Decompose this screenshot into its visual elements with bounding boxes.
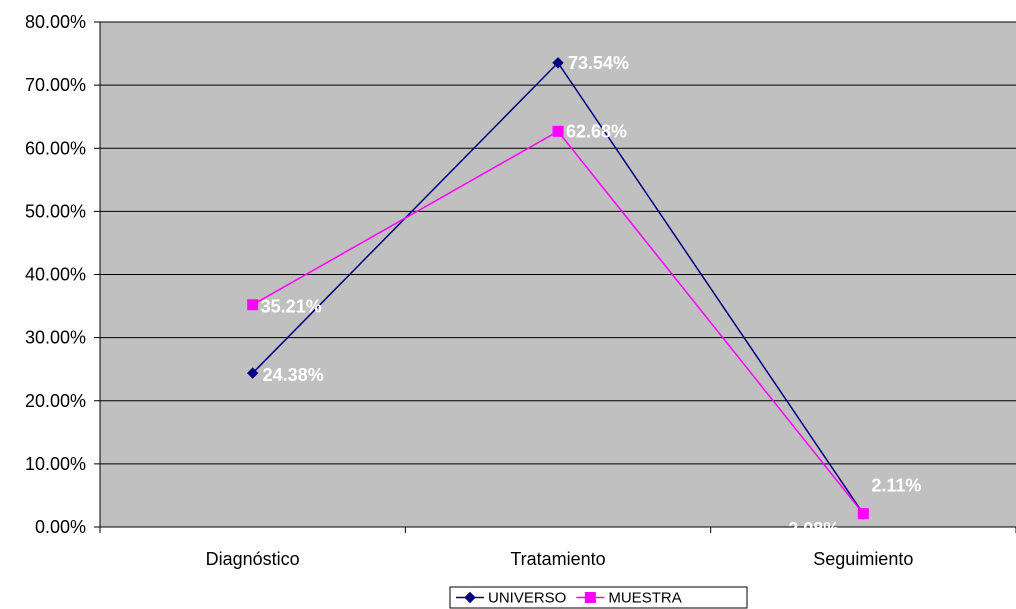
legend-label-universo: UNIVERSO	[488, 590, 566, 607]
y-tick-label: 20.00%	[25, 391, 86, 411]
y-tick-label: 70.00%	[25, 75, 86, 95]
series-point-universo	[552, 57, 564, 69]
y-tick-label: 60.00%	[25, 138, 86, 158]
data-label-muestra: 2.11%	[871, 476, 921, 496]
series-group	[246, 57, 870, 520]
x-axis-categories: Diagnóstico Tratamiento Seguimiento	[99, 527, 1016, 569]
data-label-muestra: 35.21%	[261, 297, 322, 317]
series-point-universo	[246, 367, 259, 379]
data-label-universo: 24.38%	[263, 365, 324, 385]
y-tick-label: 80.00%	[25, 12, 86, 32]
x-category-label: Tratamiento	[510, 549, 605, 569]
data-label-muestra: 62.68%	[566, 121, 627, 141]
y-axis-ticks: 0.00% 10.00% 20.00% 30.00% 40.00% 50.00% 60.00…	[25, 12, 100, 537]
legend-swatch-marker	[464, 591, 476, 604]
legend: UNIVERSO MUESTRA	[449, 586, 748, 609]
series-point-muestra	[552, 125, 564, 137]
data-labels: 24.38% 73.54% 2.08% 35.21% 62.68% 2.11%	[261, 53, 922, 539]
y-tick-label: 10.00%	[25, 454, 86, 474]
series-point-muestra	[857, 508, 869, 520]
x-category-label: Seguimiento	[813, 549, 913, 569]
x-category-label: Diagnóstico	[206, 549, 300, 569]
legend-label-muestra: MUESTRA	[608, 590, 681, 607]
data-label-universo: 73.54%	[568, 53, 629, 73]
y-tick-label: 0.00%	[35, 517, 86, 537]
series-point-muestra	[247, 299, 259, 311]
y-tick-label: 30.00%	[25, 328, 86, 348]
y-tick-label: 50.00%	[25, 201, 86, 221]
y-tick-label: 40.00%	[25, 265, 86, 285]
data-label-universo: 2.08%	[788, 519, 839, 539]
legend-swatch-marker	[584, 592, 596, 603]
